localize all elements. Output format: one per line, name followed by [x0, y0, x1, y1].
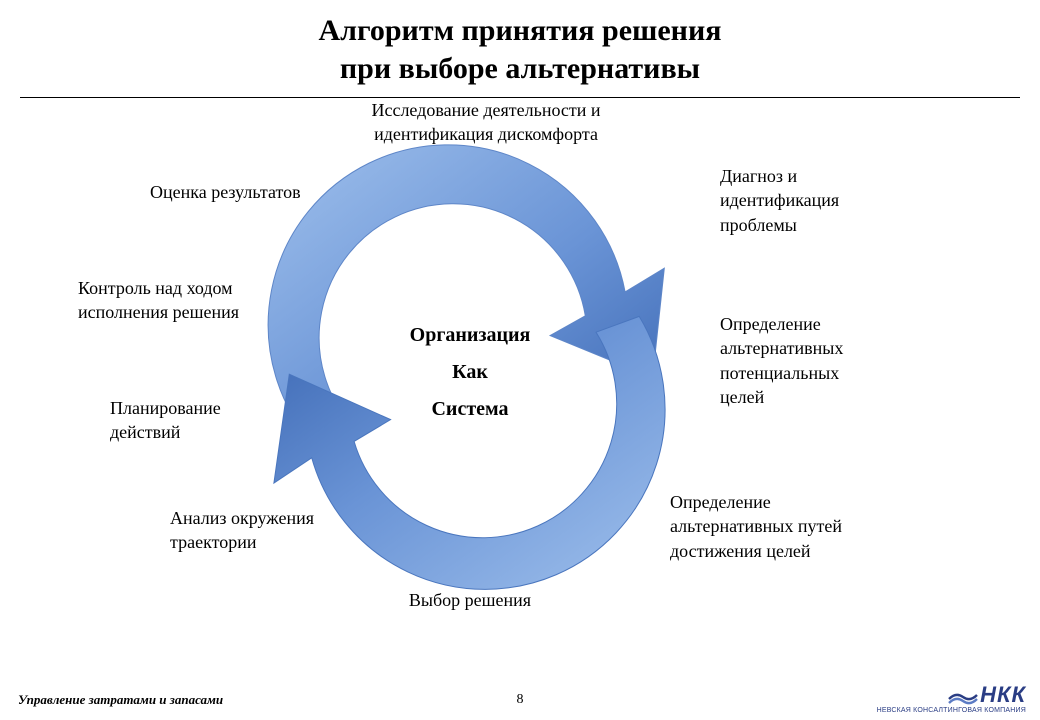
slide-page: Алгоритм принятия решения при выборе аль… [0, 0, 1040, 720]
cycle-diagram: Организация Как Система Исследование дея… [0, 98, 1040, 658]
cycle-label-right-line-1: альтернативных [720, 336, 920, 360]
cycle-label-top_right-line-1: идентификация [720, 188, 920, 212]
center-line-3: Система [380, 398, 560, 421]
cycle-label-right-line-0: Определение [720, 312, 920, 336]
logo-wave-icon [948, 685, 978, 705]
cycle-label-bot_left-line-0: Анализ окружения [170, 506, 390, 530]
logo-text: НКК [980, 682, 1026, 708]
cycle-label-top_right: Диагноз иидентификацияпроблемы [720, 164, 920, 237]
cycle-label-right: Определениеальтернативныхпотенциальныхце… [720, 312, 920, 409]
center-label: Организация Как Система [380, 324, 560, 421]
cycle-label-bottom-line-0: Выбор решения [370, 588, 570, 612]
cycle-label-bot_right: Определениеальтернативных путейдостижени… [670, 490, 930, 563]
cycle-label-top_right-line-0: Диагноз и [720, 164, 920, 188]
cycle-label-bot_right-line-1: альтернативных путей [670, 514, 930, 538]
cycle-label-upper_left: Контроль над ходомисполнения решения [78, 276, 298, 325]
center-line-2: Как [380, 361, 560, 384]
center-line-1: Организация [380, 324, 560, 347]
title-line-2: при выборе альтернативы [0, 50, 1040, 88]
cycle-label-left-line-1: действий [110, 420, 290, 444]
cycle-label-top_left: Оценка результатов [150, 180, 370, 204]
cycle-label-top-line-1: идентификация дискомфорта [336, 122, 636, 146]
logo-subtext: НЕВСКАЯ КОНСАЛТИНГОВАЯ КОМПАНИЯ [877, 707, 1026, 714]
title-block: Алгоритм принятия решения при выборе аль… [0, 0, 1040, 87]
footer-page-number: 8 [517, 692, 524, 708]
footer-left-text: Управление затратами и запасами [18, 692, 223, 708]
title-line-1: Алгоритм принятия решения [0, 12, 1040, 50]
cycle-label-top_left-line-0: Оценка результатов [150, 180, 370, 204]
cycle-label-upper_left-line-0: Контроль над ходом [78, 276, 298, 300]
cycle-label-top-line-0: Исследование деятельности и [336, 98, 636, 122]
cycle-label-right-line-3: целей [720, 385, 920, 409]
cycle-label-right-line-2: потенциальных [720, 361, 920, 385]
cycle-label-top: Исследование деятельности иидентификация… [336, 98, 636, 147]
cycle-label-left-line-0: Планирование [110, 396, 290, 420]
cycle-label-bottom: Выбор решения [370, 588, 570, 612]
cycle-label-bot_right-line-0: Определение [670, 490, 930, 514]
cycle-label-bot_left: Анализ окружениятраектории [170, 506, 390, 555]
cycle-label-bot_right-line-2: достижения целей [670, 539, 930, 563]
cycle-label-left: Планированиедействий [110, 396, 290, 445]
footer: Управление затратами и запасами 8 НКК НЕ… [0, 678, 1040, 712]
cycle-label-top_right-line-2: проблемы [720, 213, 920, 237]
cycle-label-upper_left-line-1: исполнения решения [78, 300, 298, 324]
cycle-label-bot_left-line-1: траектории [170, 530, 390, 554]
